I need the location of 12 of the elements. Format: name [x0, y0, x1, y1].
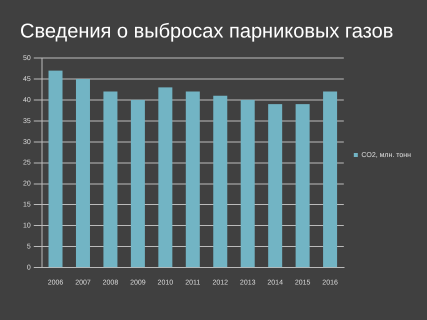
- bar: [158, 87, 172, 268]
- bar: [103, 92, 118, 268]
- bar: [213, 96, 228, 268]
- bar: [186, 92, 200, 268]
- bar: [240, 100, 255, 268]
- bar: [48, 70, 63, 268]
- bar: [76, 78, 90, 268]
- bar: [323, 92, 338, 268]
- bar: [296, 104, 310, 268]
- bar: [130, 100, 145, 268]
- chart-title: Сведения о выбросах парниковых газов: [20, 20, 394, 43]
- bar: [268, 104, 282, 268]
